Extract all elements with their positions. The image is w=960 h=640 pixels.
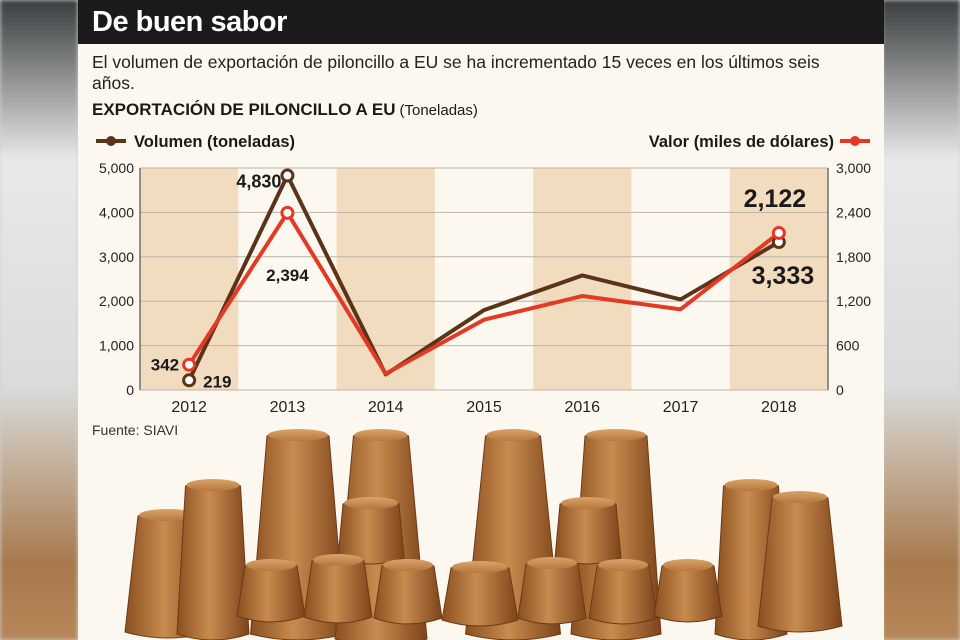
data-label: 2,394 [266, 266, 309, 285]
piloncillo-cone-top [663, 559, 713, 571]
chart-title: EXPORTACIÓN DE PILONCILLO A EU [92, 100, 396, 119]
x-tick-label: 2015 [466, 399, 502, 416]
y-right-tick-label: 3,000 [836, 160, 871, 176]
piloncillo-cone-top [527, 557, 577, 569]
legend-value-label: Valor (miles de dólares) [649, 133, 834, 151]
y-right-tick-label: 600 [836, 338, 860, 354]
infographic-card: De buen sabor El volumen de exportación … [78, 0, 884, 640]
piloncillo-cone-top [598, 559, 648, 571]
year-band [140, 168, 239, 390]
line-chart: 0 1,000 2,000 3,000 4,000 5,000 0 600 1,200 1,800… [96, 133, 871, 416]
y-right-tick-label: 2,400 [836, 204, 871, 220]
x-tick-label: 2016 [564, 399, 600, 416]
source-note: Fuente: SIAVI [92, 422, 179, 438]
piloncillo-cone-top [724, 479, 778, 491]
data-label: 219 [203, 372, 231, 391]
header-bar: De buen sabor [78, 0, 884, 44]
background-right [882, 0, 960, 640]
legend-volume-marker [106, 136, 116, 146]
subtitle: El volumen de exportación de piloncillo … [92, 52, 820, 93]
legend-value-marker [850, 136, 860, 146]
piloncillo-cone-top [452, 561, 508, 573]
y-right-tick-label: 1,800 [836, 249, 871, 265]
data-label: 3,333 [752, 262, 815, 290]
piloncillo-cone-top [383, 559, 433, 571]
piloncillo-photo [124, 429, 843, 640]
piloncillo-cone-top [139, 509, 197, 521]
piloncillo-cone-top [354, 429, 408, 441]
y-right-tick-label: 0 [836, 382, 844, 398]
piloncillo-cone-top [246, 559, 296, 571]
chart-unit: (Toneladas) [399, 102, 478, 119]
point-value [280, 205, 295, 220]
background-left [0, 0, 78, 640]
year-band [533, 168, 632, 390]
piloncillo-cone-top [486, 429, 540, 441]
piloncillo-cone-top [773, 491, 827, 503]
point-value [771, 225, 786, 240]
x-tick-label: 2012 [171, 399, 207, 416]
y-left-tick-label: 4,000 [99, 204, 134, 220]
data-label: 2,122 [744, 185, 807, 213]
piloncillo-cone [757, 492, 843, 633]
year-band [729, 168, 828, 390]
y-right-tick-label: 1,200 [836, 293, 871, 309]
y-left-tick-label: 0 [126, 382, 134, 398]
piloncillo-cone-top [586, 429, 646, 441]
page-title: De buen sabor [92, 6, 287, 38]
piloncillo-cone-top [344, 497, 398, 509]
data-label: 342 [151, 356, 179, 375]
piloncillo-cone-top [268, 429, 328, 441]
point-volume [280, 168, 295, 183]
legend-volume-label: Volumen (toneladas) [134, 133, 295, 151]
piloncillo-cone-top [186, 479, 240, 491]
x-tick-label: 2014 [368, 399, 404, 416]
y-left-tick-label: 5,000 [99, 160, 134, 176]
y-left-tick-label: 2,000 [99, 293, 134, 309]
y-left-tick-label: 3,000 [99, 249, 134, 265]
piloncillo-cone-top [561, 497, 615, 509]
x-tick-label: 2018 [761, 399, 797, 416]
piloncillo-cone [303, 555, 373, 624]
piloncillo-cone-top [313, 554, 363, 566]
data-label: 4,830 [236, 172, 281, 192]
y-left-tick-label: 1,000 [99, 338, 134, 354]
x-tick-label: 2013 [270, 399, 306, 416]
point-value [182, 357, 197, 372]
point-volume [182, 373, 197, 388]
chart-heading: EXPORTACIÓN DE PILONCILLO A EU (Toneladas… [92, 100, 478, 120]
x-tick-label: 2017 [663, 399, 699, 416]
